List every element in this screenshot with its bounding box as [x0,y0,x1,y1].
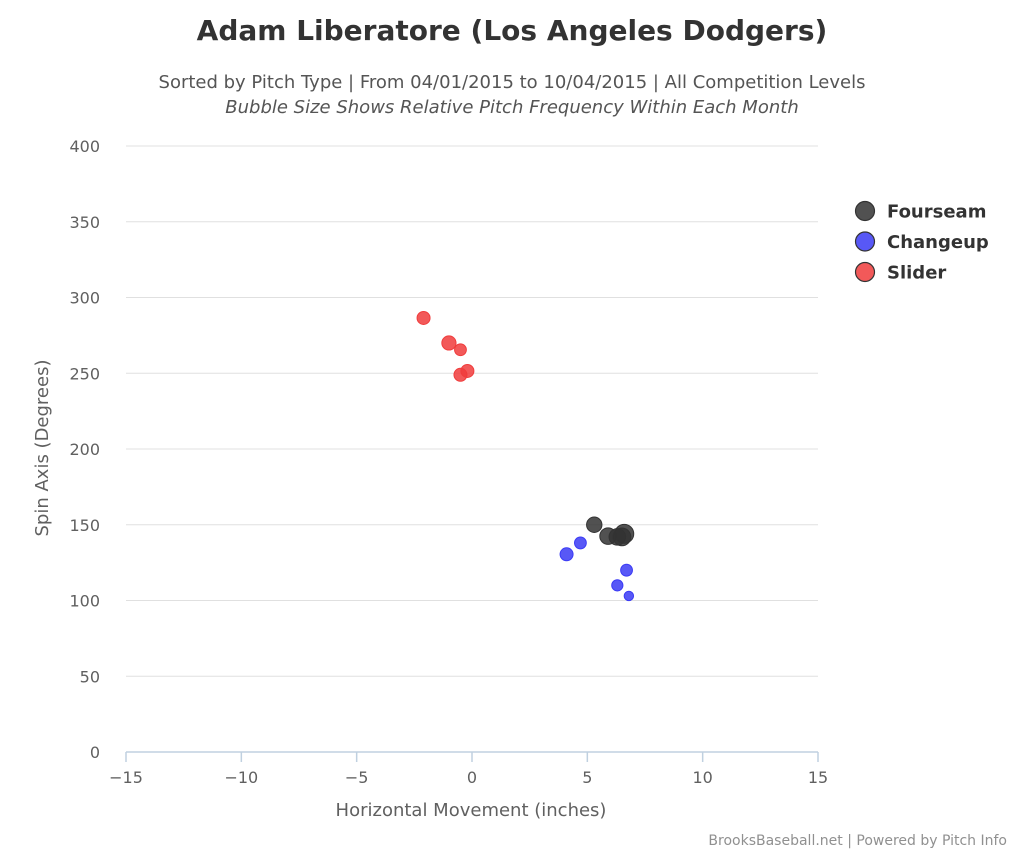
legend[interactable]: Fourseam Changeup Slider [854,200,989,284]
y-axis-ticks: 0 50 100 150 200 250 300 350 400 [69,137,100,762]
point-slider[interactable] [453,367,468,382]
y-tick-label: 200 [69,440,100,459]
x-tick-label: 0 [467,768,477,787]
x-axis-title: Horizontal Movement (inches) [336,800,607,821]
x-tick-label: −5 [345,768,369,787]
legend-item-changeup[interactable]: Changeup [854,231,989,253]
chart-title: Adam Liberatore (Los Angeles Dodgers) [197,14,828,47]
y-tick-label: 100 [69,592,100,611]
y-tick-label: 0 [90,743,100,762]
data-points [416,310,635,602]
x-tick-label: 10 [692,768,712,787]
legend-label: Slider [887,263,946,284]
y-tick-label: 250 [69,364,100,383]
y-tick-label: 350 [69,213,100,232]
legend-item-slider[interactable]: Slider [854,261,947,284]
point-fourseam[interactable] [586,516,603,533]
point-changeup[interactable] [574,536,587,550]
x-tick-label: −10 [224,768,258,787]
grid-lines [126,145,818,677]
point-changeup[interactable] [611,579,624,592]
x-tick-label: 5 [582,768,592,787]
x-tick-label: −15 [109,768,143,787]
credits-text[interactable]: BrooksBaseball.net | Powered by Pitch In… [708,833,1007,849]
point-changeup[interactable] [623,590,635,602]
point-slider[interactable] [441,335,457,351]
point-changeup[interactable] [559,547,574,562]
point-fourseam[interactable] [614,523,635,544]
legend-label: Changeup [887,232,989,253]
y-tick-label: 150 [69,516,100,535]
chart-subtitle-bubble-note: Bubble Size Shows Relative Pitch Frequen… [225,97,798,118]
legend-label: Fourseam [887,202,986,223]
y-tick-label: 300 [69,289,100,308]
x-tick-label: 15 [808,768,828,787]
point-slider[interactable] [454,343,467,357]
legend-marker [854,200,876,222]
y-tick-label: 50 [80,667,100,686]
point-changeup[interactable] [620,563,633,577]
legend-item-fourseam[interactable]: Fourseam [854,200,987,223]
y-axis-title: Spin Axis (Degrees) [32,360,53,537]
point-slider[interactable] [416,310,431,325]
legend-marker [854,261,876,283]
legend-marker [854,231,876,252]
x-axis: −15 −10 −5 0 5 10 15 [109,751,828,787]
chart-subtitle: Sorted by Pitch Type | From 04/01/2015 t… [159,72,866,93]
y-tick-label: 400 [69,137,100,156]
